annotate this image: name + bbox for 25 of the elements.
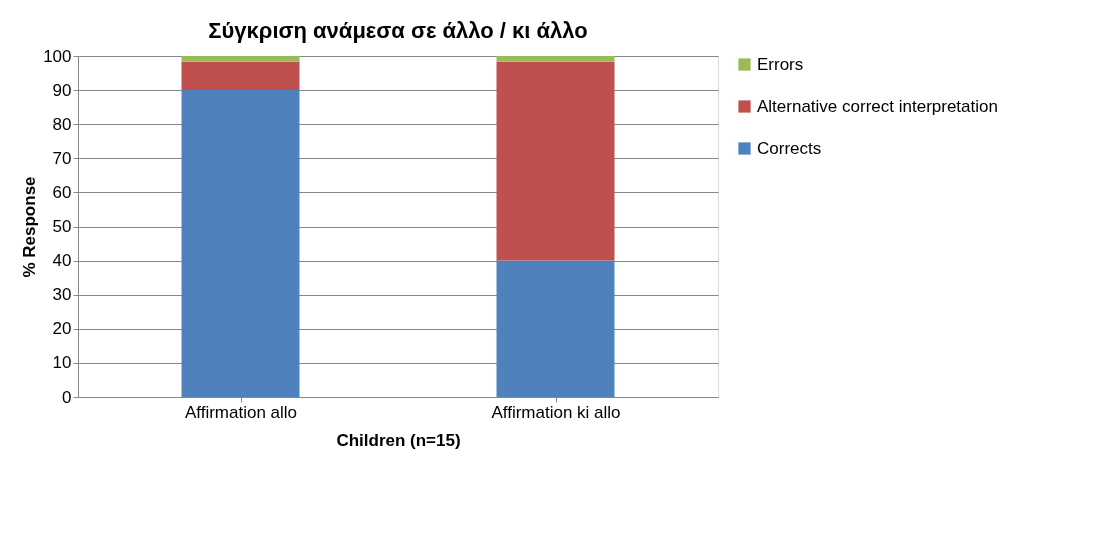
y-tick-label: 0	[62, 387, 72, 407]
bar	[181, 61, 300, 91]
y-tick-label: 50	[52, 217, 72, 236]
y-tick-label: 60	[52, 182, 72, 202]
x-tick-label: Affirmation ki allo	[491, 402, 621, 422]
bar	[496, 56, 615, 62]
chart-title: Σύγκριση ανάμεσα σε άλλο / κι άλλο	[208, 18, 588, 43]
x-tick-label: Affirmation allo	[184, 402, 298, 422]
y-tick-label: 100	[43, 46, 72, 66]
legend-label: Alternative correct interpretation	[757, 96, 998, 116]
bar	[181, 56, 300, 62]
y-tick-label: 20	[52, 319, 72, 339]
y-axis-title: % Response	[20, 176, 40, 278]
y-tick-label: 80	[52, 114, 72, 134]
bar	[496, 61, 615, 261]
y-tick-label: 40	[52, 251, 72, 271]
legend-label: Corrects	[757, 138, 822, 158]
y-tick-label: 10	[52, 353, 72, 373]
bar	[496, 260, 615, 397]
bar	[181, 90, 300, 397]
y-tick-label: 30	[52, 285, 72, 305]
legend-label: Errors	[757, 54, 804, 74]
y-tick-label: 70	[52, 148, 72, 168]
x-axis-title: Children (n=15)	[336, 430, 461, 450]
y-tick-label: 90	[52, 80, 72, 100]
